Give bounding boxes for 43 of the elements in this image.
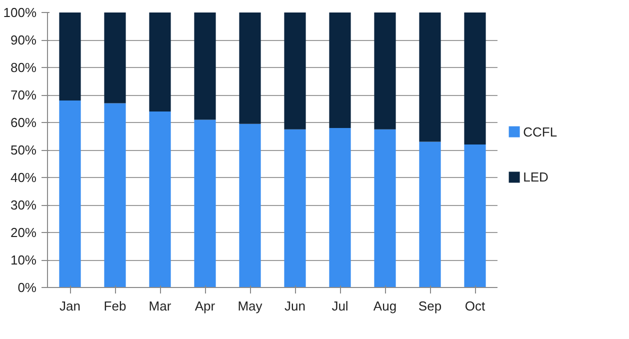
y-tick-label: 70%: [10, 88, 37, 102]
x-tick-label: Jun: [284, 298, 306, 314]
bar: [419, 12, 441, 142]
bar: [149, 112, 171, 288]
y-tick-label: 60%: [10, 115, 37, 130]
y-tick-label: 50%: [10, 142, 37, 158]
y-tick-label: 90%: [10, 32, 37, 48]
bar: [374, 129, 396, 288]
bar: [464, 12, 486, 144]
x-tick-label: Apr: [194, 298, 216, 314]
x-tick-label: Aug: [373, 298, 397, 314]
legend-label: CCFL: [523, 124, 558, 140]
bar: [194, 12, 216, 120]
y-tick-label: 20%: [10, 225, 37, 240]
x-tick-label: Jan: [60, 298, 80, 314]
x-tick-label: May: [238, 298, 263, 314]
y-tick-label: 30%: [10, 198, 37, 212]
y-tick-label: 100%: [3, 5, 37, 20]
bar: [239, 124, 261, 288]
bar: [104, 103, 126, 288]
y-tick-label: 0%: [18, 280, 37, 295]
x-tick-label: Mar: [148, 298, 172, 314]
bar: [59, 100, 81, 288]
bar: [104, 12, 126, 104]
legend-label: LED: [523, 170, 548, 185]
bar: [284, 12, 306, 130]
y-tick-label: 40%: [10, 170, 37, 185]
bar: [329, 12, 351, 128]
y-tick-label: 80%: [10, 60, 37, 75]
x-tick-label: Sep: [418, 298, 442, 314]
bar: [194, 120, 216, 288]
x-tick-label: Jul: [332, 298, 348, 314]
bar: [59, 12, 81, 100]
bar: [329, 128, 351, 288]
bar: [374, 12, 396, 130]
bar: [464, 144, 486, 288]
bar: [149, 12, 171, 112]
x-tick-label: Feb: [104, 298, 126, 314]
bar: [284, 129, 306, 288]
bar: [239, 12, 261, 124]
bar: [419, 142, 441, 288]
y-tick-label: 10%: [10, 252, 37, 268]
x-tick-label: Oct: [464, 298, 486, 314]
